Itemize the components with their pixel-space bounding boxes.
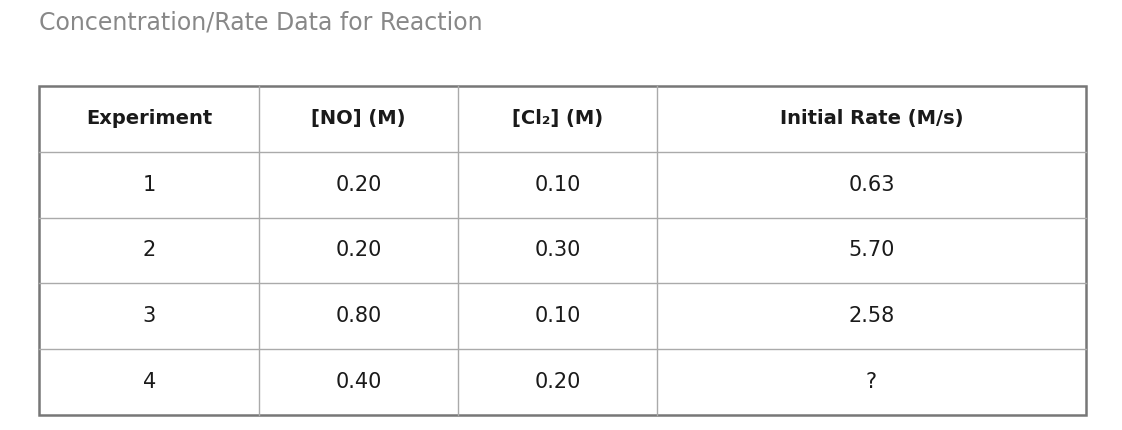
Text: 5.70: 5.70 [848,240,894,261]
Text: 0.20: 0.20 [534,372,581,392]
Text: 0.30: 0.30 [534,240,581,261]
Text: 2: 2 [142,240,156,261]
Text: [NO] (M): [NO] (M) [311,109,406,129]
Text: 0.20: 0.20 [335,175,381,195]
Text: Concentration/Rate Data for Reaction: Concentration/Rate Data for Reaction [39,11,482,35]
Text: 0.10: 0.10 [534,175,581,195]
Bar [39,86,1086,415]
Text: Initial Rate (M/s): Initial Rate (M/s) [780,109,964,129]
Text: 0.10: 0.10 [534,306,581,326]
Text: 0.20: 0.20 [335,240,381,261]
Text: 3: 3 [142,306,156,326]
Text: 1: 1 [142,175,156,195]
Text: 0.80: 0.80 [335,306,381,326]
Text: ?: ? [866,372,877,392]
Text: 0.63: 0.63 [848,175,894,195]
Text: Experiment: Experiment [86,109,212,129]
Text: 2.58: 2.58 [848,306,894,326]
Text: 0.40: 0.40 [335,372,381,392]
Text: [Cl₂] (M): [Cl₂] (M) [512,109,603,129]
Text: 4: 4 [142,372,156,392]
